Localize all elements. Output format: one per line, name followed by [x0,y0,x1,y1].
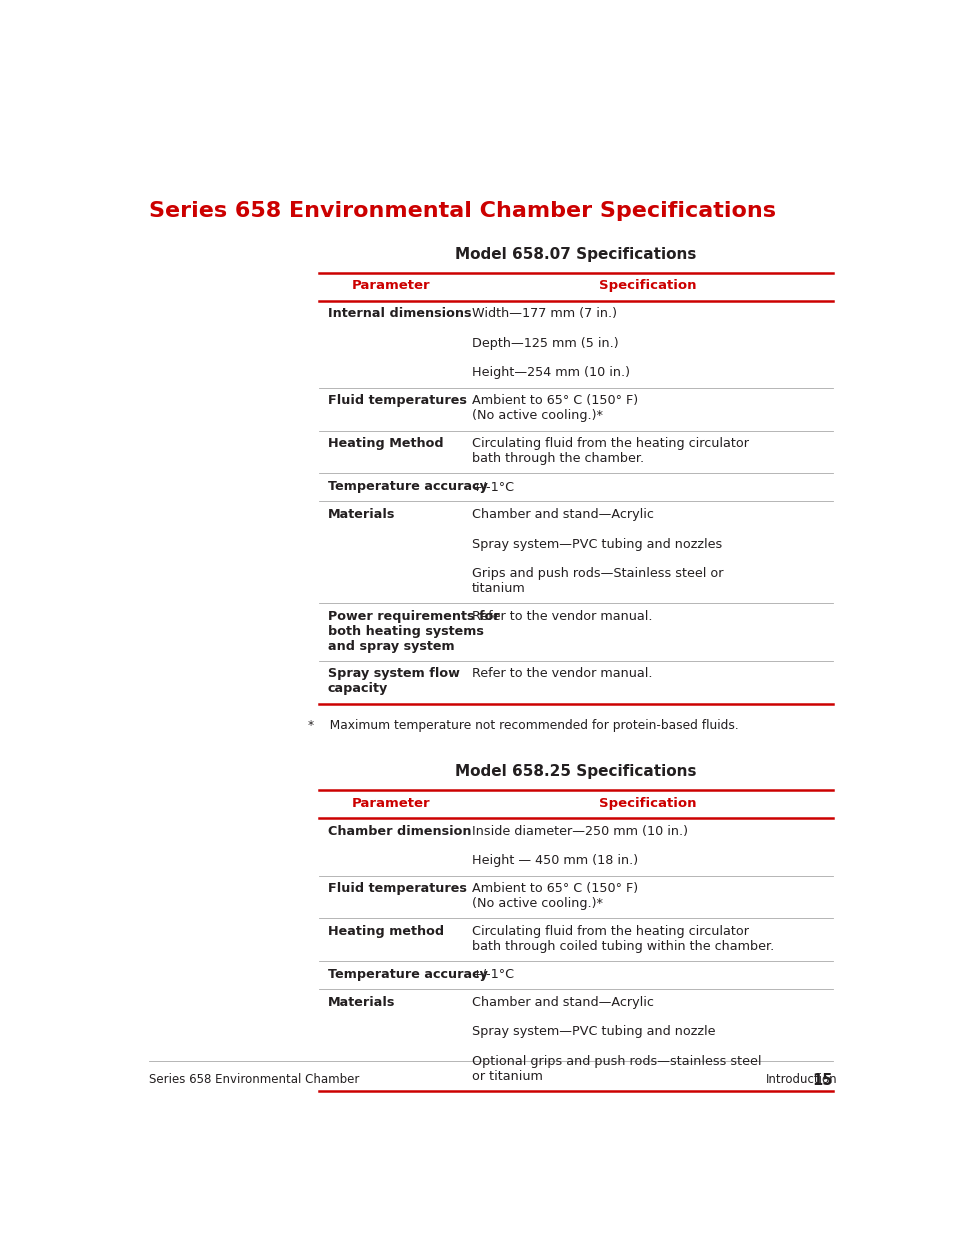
Text: Heating Method: Heating Method [328,437,443,451]
Text: Ambient to 65° C (150° F): Ambient to 65° C (150° F) [472,394,638,408]
Text: Chamber and stand—Acrylic: Chamber and stand—Acrylic [472,995,653,1009]
Text: (No active cooling.)*: (No active cooling.)* [472,409,602,422]
Text: Spray system—PVC tubing and nozzles: Spray system—PVC tubing and nozzles [472,537,721,551]
Text: Heating method: Heating method [328,925,443,939]
Text: titanium: titanium [472,582,525,595]
Text: Chamber and stand—Acrylic: Chamber and stand—Acrylic [472,508,653,521]
Text: Introduction: Introduction [765,1073,837,1087]
Text: Width—177 mm (7 in.): Width—177 mm (7 in.) [472,308,617,321]
Text: Circulating fluid from the heating circulator: Circulating fluid from the heating circu… [472,437,748,451]
Text: Power requirements for
both heating systems
and spray system: Power requirements for both heating syst… [328,610,499,653]
Text: Grips and push rods—Stainless steel or: Grips and push rods—Stainless steel or [472,567,722,580]
Text: bath through the chamber.: bath through the chamber. [472,452,643,466]
Text: Spray system flow
capacity: Spray system flow capacity [328,667,459,695]
Text: Materials: Materials [328,995,395,1009]
Text: Specification: Specification [598,279,696,293]
Text: Specification: Specification [598,797,696,810]
Text: Parameter: Parameter [352,797,430,810]
Text: Refer to the vendor manual.: Refer to the vendor manual. [472,610,652,622]
Text: Model 658.07 Specifications: Model 658.07 Specifications [455,247,696,262]
Text: *    Maximum temperature not recommended for protein-based fluids.: * Maximum temperature not recommended fo… [308,719,738,732]
Text: Parameter: Parameter [352,279,430,293]
Text: Refer to the vendor manual.: Refer to the vendor manual. [472,667,652,680]
Text: Optional grips and push rods—stainless steel: Optional grips and push rods—stainless s… [472,1055,760,1068]
Text: Materials: Materials [328,508,395,521]
Text: bath through coiled tubing within the chamber.: bath through coiled tubing within the ch… [472,940,773,953]
Text: Depth—125 mm (5 in.): Depth—125 mm (5 in.) [472,337,618,350]
Text: Model 658.25 Specifications: Model 658.25 Specifications [455,764,696,779]
Text: Circulating fluid from the heating circulator: Circulating fluid from the heating circu… [472,925,748,939]
Text: Series 658 Environmental Chamber: Series 658 Environmental Chamber [149,1073,359,1087]
Text: Height—254 mm (10 in.): Height—254 mm (10 in.) [472,367,629,379]
Text: Spray system—PVC tubing and nozzle: Spray system—PVC tubing and nozzle [472,1025,715,1039]
Text: +/-1°C: +/-1°C [472,480,515,493]
Text: 15: 15 [811,1073,832,1088]
Text: Temperature accuracy: Temperature accuracy [328,968,487,981]
Text: Ambient to 65° C (150° F): Ambient to 65° C (150° F) [472,882,638,895]
Text: Fluid temperatures: Fluid temperatures [328,882,466,895]
Text: Height — 450 mm (18 in.): Height — 450 mm (18 in.) [472,855,638,867]
Text: Chamber dimension: Chamber dimension [328,825,471,837]
Text: Inside diameter—250 mm (10 in.): Inside diameter—250 mm (10 in.) [472,825,687,837]
Text: Temperature accuracy: Temperature accuracy [328,480,487,493]
Text: Internal dimensions: Internal dimensions [328,308,471,321]
Text: or titanium: or titanium [472,1070,542,1083]
Text: +/-1°C: +/-1°C [472,968,515,981]
Text: Series 658 Environmental Chamber Specifications: Series 658 Environmental Chamber Specifi… [149,201,775,221]
Text: Fluid temperatures: Fluid temperatures [328,394,466,408]
Text: (No active cooling.)*: (No active cooling.)* [472,897,602,910]
